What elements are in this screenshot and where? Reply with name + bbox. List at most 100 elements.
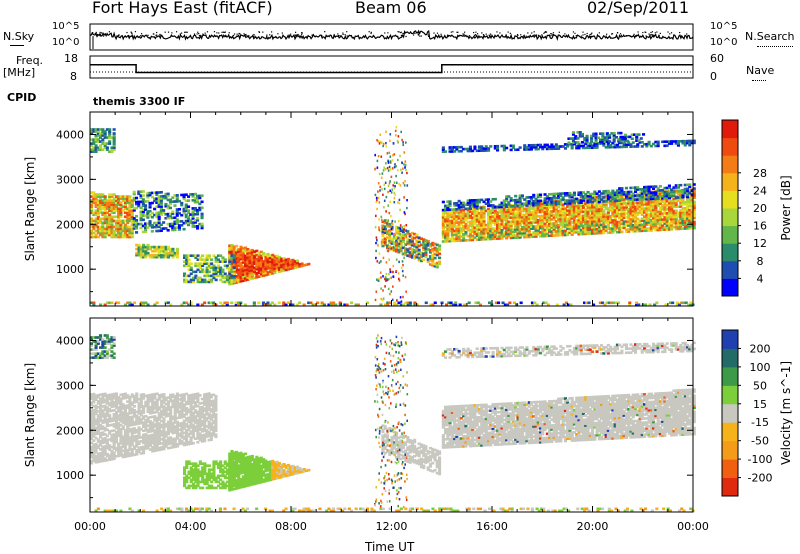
echo-cell [99, 203, 103, 206]
nsearch-point [243, 33, 245, 35]
echo-cell [90, 211, 94, 215]
echo-cell [464, 226, 468, 230]
echo-cell [645, 217, 649, 220]
echo-cell [597, 215, 601, 219]
nsearch-point [200, 35, 202, 37]
echo-cell [656, 200, 660, 203]
echo-cell [665, 194, 669, 198]
echo-cell [658, 226, 662, 230]
echo-cell [153, 199, 157, 203]
echo-cell [235, 248, 239, 252]
echo-cell [187, 460, 191, 463]
nsearch-point [397, 35, 399, 38]
echo-cell [187, 221, 191, 225]
echo-cell [94, 144, 98, 147]
echo-cell [214, 274, 218, 278]
echo-cell [219, 272, 223, 276]
echo-cell [462, 233, 466, 236]
echo-cell [210, 278, 214, 282]
echo-cell [667, 140, 671, 143]
echo-cell [572, 208, 576, 212]
echo-cell [623, 137, 627, 141]
echo-cell [688, 139, 692, 143]
echo-cell [187, 476, 191, 480]
echo-cell [670, 194, 674, 198]
echo-cell [230, 282, 234, 285]
echo-cell [520, 196, 524, 199]
echo-cell [268, 468, 272, 472]
echo-cell [92, 201, 96, 204]
echo-cell [505, 210, 509, 214]
echo-cell [157, 249, 161, 253]
echo-cell [99, 225, 103, 229]
echo-cell [146, 196, 150, 199]
echo-cell [611, 202, 615, 206]
echo-cell [216, 258, 220, 261]
echo-cell [636, 201, 640, 205]
echo-cell [496, 227, 500, 230]
echo-cell [586, 201, 590, 204]
echo-cell [110, 217, 114, 221]
echo-cell [433, 246, 437, 250]
echo-cell [239, 471, 243, 475]
echo-cell [166, 251, 170, 255]
echo-cell [246, 250, 250, 253]
echo-cell [643, 225, 647, 228]
echo-cell [613, 214, 617, 218]
echo-cell [473, 228, 477, 231]
echo-cell [634, 188, 638, 191]
echo-cell [448, 148, 452, 151]
echo-cell [196, 258, 200, 261]
echo-cell [667, 218, 671, 221]
echo-cell [627, 222, 631, 225]
echo-cell [189, 280, 193, 284]
echo-cell [259, 466, 263, 470]
echo-cell [94, 203, 98, 206]
echo-cell [566, 223, 570, 226]
echo-cell [618, 212, 622, 216]
echo-cell [246, 276, 250, 279]
echo-cell [144, 255, 148, 259]
echo-cell [444, 206, 448, 210]
echo-cell [153, 253, 157, 257]
echo-cell [392, 243, 396, 246]
echo-cell [386, 244, 390, 247]
echo-cell [201, 258, 205, 261]
echo-cell [658, 218, 662, 222]
echo-cell [523, 223, 527, 227]
echo-cell [157, 225, 161, 229]
echo-cell [629, 218, 633, 221]
echo-cell [498, 205, 502, 209]
echo-cell [529, 148, 533, 151]
echo-cell [255, 473, 259, 477]
echo-cell [223, 276, 227, 280]
echo-cell [674, 211, 678, 215]
echo-cell [638, 205, 642, 208]
echo-cell [235, 462, 239, 466]
echo-cell [652, 202, 656, 206]
echo-cell [600, 201, 604, 204]
echo-cell [171, 200, 175, 203]
echo-cell [674, 227, 678, 231]
echo-cell [466, 228, 470, 232]
echo-cell [574, 137, 578, 140]
echo-cell [262, 270, 266, 273]
echo-cell [579, 224, 583, 228]
echo-cell [604, 189, 608, 193]
echo-cell [498, 219, 502, 222]
echo-cell [665, 144, 669, 147]
echo-cell [250, 256, 254, 260]
echo-cell [480, 236, 484, 239]
echo-cell [455, 235, 459, 238]
echo-cell [566, 145, 570, 148]
echo-cell [250, 277, 254, 280]
echo-cell [175, 214, 179, 217]
echo-cell [300, 262, 304, 266]
echo-cell [692, 220, 696, 224]
echo-cell [248, 481, 252, 485]
echo-cell [241, 471, 245, 474]
echo-cell [94, 217, 98, 221]
nsearch-point [386, 35, 388, 37]
echo-cell [467, 301, 471, 305]
echo-cell [117, 213, 121, 217]
